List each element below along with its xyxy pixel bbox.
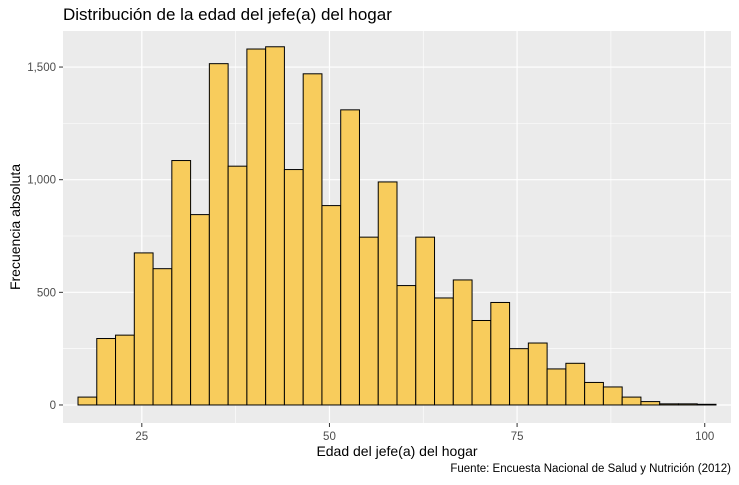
histogram-bar [340, 109, 360, 406]
y-axis-title: Frecuencia absoluta [7, 164, 23, 290]
histogram-bar [190, 214, 210, 406]
x-axis-title: Edad del jefe(a) del hogar [316, 443, 477, 459]
histogram-bar [321, 205, 342, 406]
histogram-bars [77, 46, 717, 406]
histogram-bar [283, 169, 304, 406]
histogram-bar [265, 46, 285, 406]
y-axis: 0 500 1,000 1,500 [27, 62, 63, 412]
histogram-bar [490, 301, 511, 406]
histogram-bar [358, 236, 379, 406]
histogram-bar [621, 396, 642, 406]
histogram-bar [152, 268, 173, 406]
histogram-bar [377, 181, 398, 406]
histogram-bar [302, 73, 323, 406]
histogram-bar [208, 63, 229, 406]
histogram-bar [471, 319, 492, 406]
histogram-bar [115, 334, 135, 406]
histogram-bar [171, 160, 192, 406]
x-tick-label: 100 [695, 431, 714, 443]
histogram-bar [415, 236, 436, 406]
histogram-bar [396, 285, 417, 406]
histogram-bar [640, 401, 661, 406]
histogram-bar [133, 252, 154, 406]
histogram-bar [77, 396, 98, 406]
y-tick-label: 0 [50, 400, 56, 412]
y-tick-label: 1,000 [27, 175, 56, 187]
histogram-bar [584, 381, 604, 406]
histogram-bar [452, 279, 473, 406]
histogram-bar [677, 403, 698, 406]
histogram-bar [659, 403, 679, 406]
histogram-bar [227, 165, 248, 406]
histogram-bar [602, 386, 623, 406]
histogram-bar [565, 362, 586, 406]
x-tick-label: 25 [135, 431, 148, 443]
histogram-bar [696, 403, 717, 406]
histogram-bar [96, 338, 117, 406]
y-tick-label: 1,500 [27, 62, 56, 74]
histogram-bar [246, 48, 267, 406]
histogram-bar [546, 368, 567, 406]
histogram-bar [434, 297, 454, 406]
chart-title: Distribución de la edad del jefe(a) del … [63, 5, 392, 24]
x-tick-label: 75 [511, 431, 524, 443]
x-tick-label: 50 [323, 431, 336, 443]
histogram-bar [527, 342, 548, 406]
x-axis: 25 50 75 100 [135, 423, 714, 443]
chart-caption: Fuente: Encuesta Nacional de Salud y Nut… [450, 463, 731, 475]
histogram-bar [509, 348, 529, 406]
y-tick-label: 500 [37, 287, 56, 299]
